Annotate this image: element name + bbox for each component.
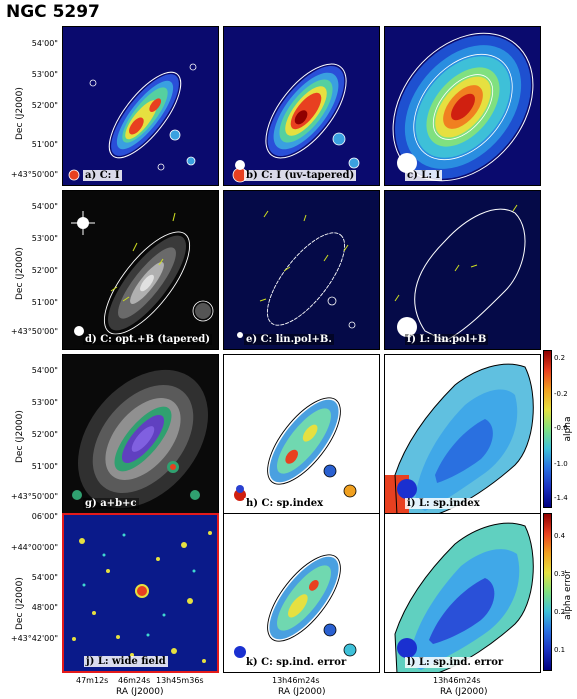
dec-tick: 54'00" [31, 202, 58, 211]
dec-tick: 53'00" [31, 234, 58, 243]
dec-axis-label-row2: Dec (J2000) [15, 247, 25, 300]
ra-tick: 46m24s [118, 676, 151, 685]
alpha-error-colorbar-tick: 0.1 [554, 646, 566, 654]
dec-axis-label-row4: Dec (J2000) [15, 577, 25, 630]
panel-g: g) a+b+c [62, 354, 219, 514]
dec-tick: +43°50'00" [10, 492, 58, 501]
panel-j: j) L: wide field [62, 513, 219, 673]
panel-j-image [64, 515, 217, 671]
dec-tick: 54'00" [31, 39, 58, 48]
ra-tick: 13h46m24s [272, 676, 320, 685]
dec-tick: +43°42'00" [10, 634, 58, 643]
panel-e-label: e) C: lin.pol+B. [244, 334, 334, 345]
alpha-error-colorbar-label: alpha error [563, 570, 573, 620]
panel-h: h) C: sp.index [223, 354, 380, 514]
alpha-error-colorbar-tick: 0.2 [554, 608, 566, 616]
dec-tick: 51'00" [31, 462, 58, 471]
figure-title: NGC 5297 [6, 2, 100, 22]
panel-i: i) L: sp.index [384, 354, 541, 514]
ra-tick: 13h45m36s [156, 676, 204, 685]
ra-tick: 47m12s [76, 676, 109, 685]
panel-l-label: l) L: sp.ind. error [405, 657, 506, 668]
alpha-colorbar-tick: -1.4 [554, 494, 568, 502]
dec-tick: 52'00" [31, 430, 58, 439]
panel-d-image [63, 191, 218, 349]
panel-j-label: j) L: wide field [84, 656, 168, 667]
dec-tick: 06'00" [31, 512, 58, 521]
panel-d: d) C: opt.+B (tapered) [62, 190, 219, 350]
dec-tick: +43°50'00" [10, 327, 58, 336]
panel-c: c) L: I [384, 26, 541, 186]
alpha-colorbar-tick: -0.6 [554, 424, 568, 432]
alpha-colorbar [543, 350, 552, 508]
ra-axis-label-left: RA (J2000) [116, 687, 164, 697]
panel-b: b) C: I (uv-tapered) [223, 26, 380, 186]
dec-tick: 48'00" [31, 603, 58, 612]
panel-c-label: c) L: I [405, 170, 443, 181]
dec-tick: 54'00" [31, 573, 58, 582]
panel-k-image [224, 514, 379, 672]
dec-tick: 52'00" [31, 266, 58, 275]
dec-tick: +44°00'00" [10, 543, 58, 552]
alpha-colorbar-tick: 0.2 [554, 354, 566, 362]
dec-axis-label-row3: Dec (J2000) [15, 410, 25, 463]
dec-tick: 53'00" [31, 398, 58, 407]
panel-a-image [63, 27, 218, 185]
panel-e: e) C: lin.pol+B. [223, 190, 380, 350]
panel-g-image [63, 355, 218, 513]
ra-axis-label-mid: RA (J2000) [278, 687, 326, 697]
panel-i-label: i) L: sp.index [405, 498, 482, 509]
panel-b-label: b) C: I (uv-tapered) [244, 170, 357, 181]
dec-tick: 54'00" [31, 366, 58, 375]
panel-a: a) C: I [62, 26, 219, 186]
alpha-colorbar-label: alpha [563, 416, 573, 442]
panel-b-image [224, 27, 379, 185]
panel-h-label: h) C: sp.index [244, 498, 326, 509]
dec-tick: 52'00" [31, 101, 58, 110]
panel-l-image [385, 514, 540, 672]
ra-tick: 13h46m24s [433, 676, 481, 685]
panel-i-image [385, 355, 540, 513]
panel-k-label: k) C: sp.ind. error [244, 657, 349, 668]
panel-a-label: a) C: I [83, 170, 122, 181]
ra-axis-label-right: RA (J2000) [440, 687, 488, 697]
panel-c-image [385, 27, 540, 185]
panel-e-image [224, 191, 379, 349]
dec-tick: 53'00" [31, 70, 58, 79]
alpha-error-colorbar-tick: 0.3 [554, 570, 566, 578]
panel-d-label: d) C: opt.+B (tapered) [83, 334, 212, 345]
dec-tick: 51'00" [31, 298, 58, 307]
alpha-error-colorbar-tick: 0.4 [554, 532, 566, 540]
panel-k: k) C: sp.ind. error [223, 513, 380, 673]
panel-h-image [224, 355, 379, 513]
alpha-colorbar-tick: -1.0 [554, 460, 568, 468]
alpha-error-colorbar [543, 513, 552, 671]
alpha-colorbar-tick: -0.2 [554, 390, 568, 398]
panel-f-image [385, 191, 540, 349]
panel-g-label: g) a+b+c [83, 498, 139, 509]
panel-f: f) L: lin.pol+B [384, 190, 541, 350]
dec-tick: 51'00" [31, 140, 58, 149]
dec-tick: +43°50'00" [10, 170, 58, 179]
panel-f-label: f) L: lin.pol+B [405, 334, 489, 345]
panel-l: l) L: sp.ind. error [384, 513, 541, 673]
